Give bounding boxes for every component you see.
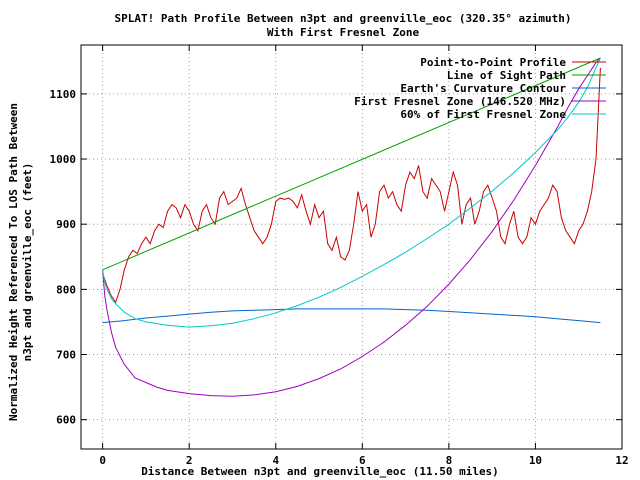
x-tick-label: 12 bbox=[615, 454, 628, 467]
y-axis-label-line2: n3pt and greenville_eoc (feet) bbox=[21, 163, 34, 362]
legend-label-4: 60% of First Fresnel Zone bbox=[400, 108, 566, 121]
series-line-1 bbox=[102, 57, 601, 271]
x-tick-label: 8 bbox=[446, 454, 453, 467]
x-tick-label: 0 bbox=[99, 454, 106, 467]
legend-label-0: Point-to-Point Profile bbox=[420, 56, 566, 69]
grid bbox=[81, 45, 622, 449]
chart-subtitle: With First Fresnel Zone bbox=[267, 26, 420, 39]
legend-label-3: First Fresnel Zone (146.520 MHz) bbox=[354, 95, 566, 108]
x-axis-label: Distance Between n3pt and greenville_eoc… bbox=[141, 465, 499, 478]
x-tick-label: 10 bbox=[529, 454, 542, 467]
y-tick-label: 700 bbox=[56, 349, 76, 362]
y-tick-label: 1000 bbox=[50, 153, 77, 166]
y-axis-label-line1: Normalized Height Referenced To LOS Path… bbox=[7, 103, 20, 421]
series-line-0 bbox=[102, 67, 601, 304]
ticks: 0 2 4 6 8 10 12 600 700 800 900 1000 1100 bbox=[50, 45, 629, 467]
x-tick-label: 6 bbox=[359, 454, 366, 467]
chart-title: SPLAT! Path Profile Between n3pt and gre… bbox=[115, 12, 572, 25]
series-line-2 bbox=[102, 308, 601, 324]
y-tick-label: 600 bbox=[56, 414, 76, 427]
y-tick-label: 1100 bbox=[50, 88, 77, 101]
series-line-4 bbox=[102, 57, 601, 328]
x-tick-label: 2 bbox=[186, 454, 193, 467]
x-tick-label: 4 bbox=[272, 454, 279, 467]
plot-frame bbox=[80, 44, 623, 450]
legend-label-1: Line of Sight Path bbox=[447, 69, 566, 82]
y-tick-label: 900 bbox=[56, 218, 76, 231]
series-layer bbox=[102, 57, 601, 397]
series-line-3 bbox=[102, 57, 601, 397]
legend-label-2: Earth's Curvature Contour bbox=[400, 82, 566, 95]
y-tick-label: 800 bbox=[56, 283, 76, 296]
